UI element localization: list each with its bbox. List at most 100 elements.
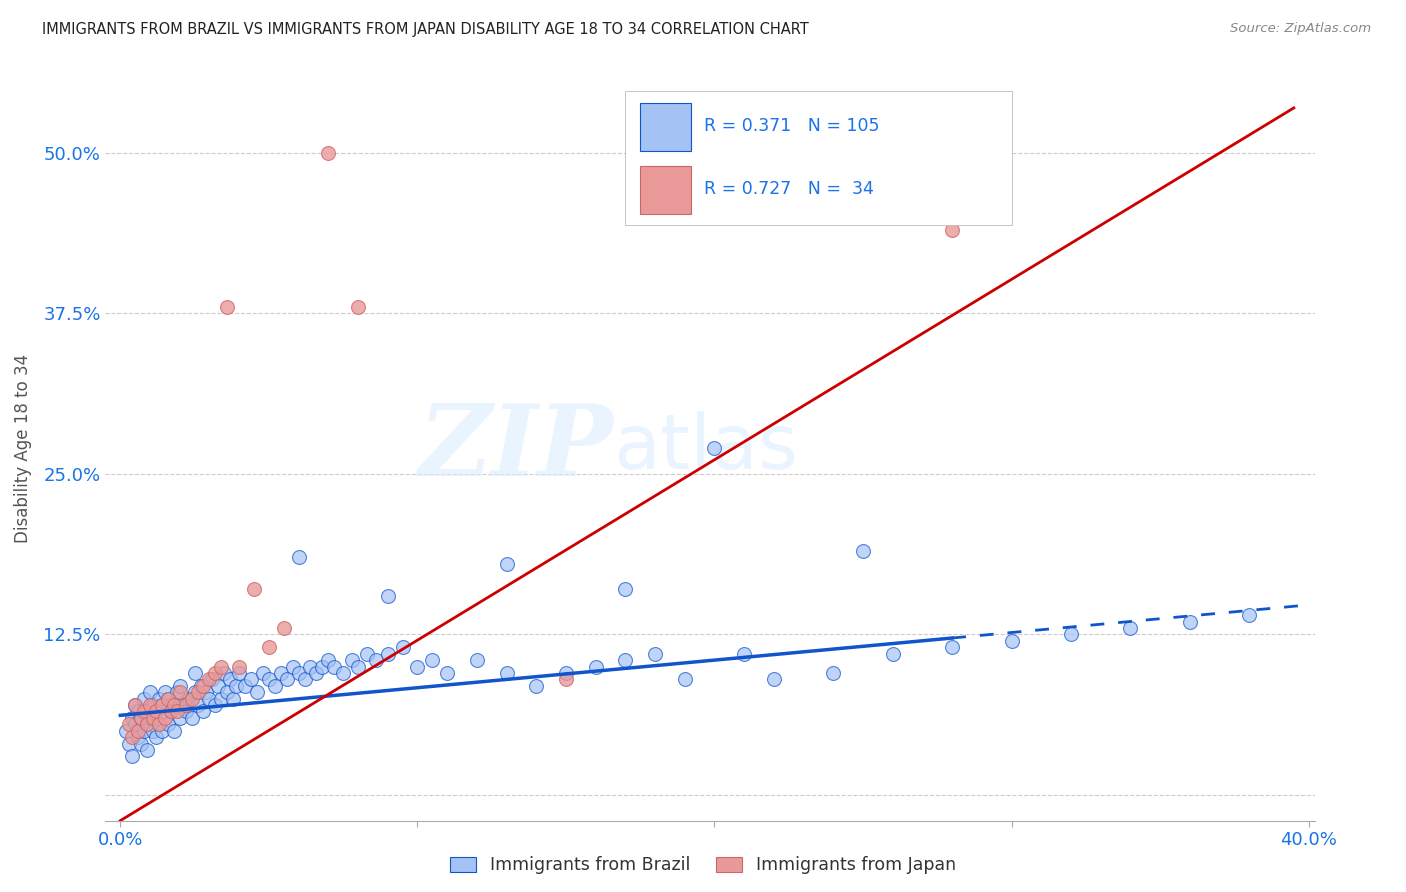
- Point: [148, 691, 170, 706]
- Point: [340, 653, 363, 667]
- Point: [1000, 633, 1022, 648]
- Point: [941, 223, 963, 237]
- Text: R = 0.727   N =  34: R = 0.727 N = 34: [704, 180, 875, 199]
- Point: [214, 665, 236, 680]
- Point: [145, 705, 167, 719]
- Point: [132, 691, 155, 706]
- Point: [882, 647, 904, 661]
- Point: [225, 679, 247, 693]
- Point: [153, 685, 176, 699]
- Point: [243, 582, 266, 597]
- Point: [703, 442, 725, 455]
- Point: [228, 665, 250, 680]
- Point: [183, 665, 205, 680]
- Point: [495, 557, 517, 571]
- Point: [132, 723, 155, 738]
- Point: [156, 691, 179, 706]
- Legend: Immigrants from Brazil, Immigrants from Japan: Immigrants from Brazil, Immigrants from …: [450, 856, 956, 874]
- Point: [555, 665, 578, 680]
- Point: [169, 711, 191, 725]
- Point: [406, 659, 429, 673]
- Point: [180, 711, 202, 725]
- Point: [159, 705, 181, 719]
- Point: [195, 685, 218, 699]
- Point: [150, 698, 173, 712]
- Point: [332, 665, 354, 680]
- Point: [183, 685, 205, 699]
- Point: [136, 717, 159, 731]
- Point: [187, 698, 209, 712]
- Point: [219, 673, 242, 687]
- Point: [142, 711, 165, 725]
- Text: IMMIGRANTS FROM BRAZIL VS IMMIGRANTS FROM JAPAN DISABILITY AGE 18 TO 34 CORRELAT: IMMIGRANTS FROM BRAZIL VS IMMIGRANTS FRO…: [42, 22, 808, 37]
- Point: [299, 659, 322, 673]
- Point: [124, 698, 146, 712]
- Point: [193, 679, 215, 693]
- Point: [524, 679, 547, 693]
- Point: [136, 743, 159, 757]
- Point: [124, 717, 146, 731]
- Point: [294, 673, 316, 687]
- Text: Source: ZipAtlas.com: Source: ZipAtlas.com: [1230, 22, 1371, 36]
- Point: [263, 679, 285, 693]
- Point: [190, 679, 212, 693]
- Point: [495, 665, 517, 680]
- Point: [555, 673, 578, 687]
- Point: [139, 685, 162, 699]
- Point: [465, 653, 488, 667]
- Point: [177, 691, 200, 706]
- Point: [270, 665, 292, 680]
- Point: [150, 723, 173, 738]
- Point: [150, 698, 173, 712]
- Point: [364, 653, 387, 667]
- Point: [391, 640, 413, 655]
- Point: [166, 705, 188, 719]
- Point: [1119, 621, 1142, 635]
- Text: ZIP: ZIP: [419, 400, 613, 497]
- Point: [252, 665, 274, 680]
- Point: [316, 145, 339, 160]
- Point: [420, 653, 443, 667]
- Point: [139, 698, 162, 712]
- Point: [124, 698, 146, 712]
- Point: [139, 711, 162, 725]
- Point: [377, 647, 399, 661]
- Point: [852, 544, 875, 558]
- Point: [156, 691, 179, 706]
- Point: [311, 659, 333, 673]
- Point: [159, 705, 181, 719]
- Point: [1060, 627, 1083, 641]
- Point: [207, 679, 229, 693]
- Point: [172, 698, 194, 712]
- Point: [127, 723, 149, 738]
- Point: [153, 711, 176, 725]
- Point: [115, 723, 138, 738]
- Point: [118, 717, 141, 731]
- FancyBboxPatch shape: [640, 103, 690, 151]
- Point: [163, 723, 186, 738]
- Point: [145, 705, 167, 719]
- Point: [193, 705, 215, 719]
- Point: [356, 647, 378, 661]
- Point: [180, 691, 202, 706]
- Point: [323, 659, 346, 673]
- Point: [217, 685, 239, 699]
- Point: [273, 621, 295, 635]
- Point: [209, 659, 232, 673]
- Point: [316, 653, 339, 667]
- Point: [136, 717, 159, 731]
- Point: [733, 647, 755, 661]
- Point: [148, 717, 170, 731]
- Point: [204, 698, 226, 712]
- Point: [233, 679, 256, 693]
- Point: [217, 300, 239, 314]
- Point: [436, 665, 458, 680]
- Point: [823, 665, 845, 680]
- Point: [118, 737, 141, 751]
- Point: [169, 685, 191, 699]
- Point: [209, 691, 232, 706]
- Point: [240, 673, 263, 687]
- Point: [644, 647, 666, 661]
- Point: [762, 673, 785, 687]
- Point: [142, 698, 165, 712]
